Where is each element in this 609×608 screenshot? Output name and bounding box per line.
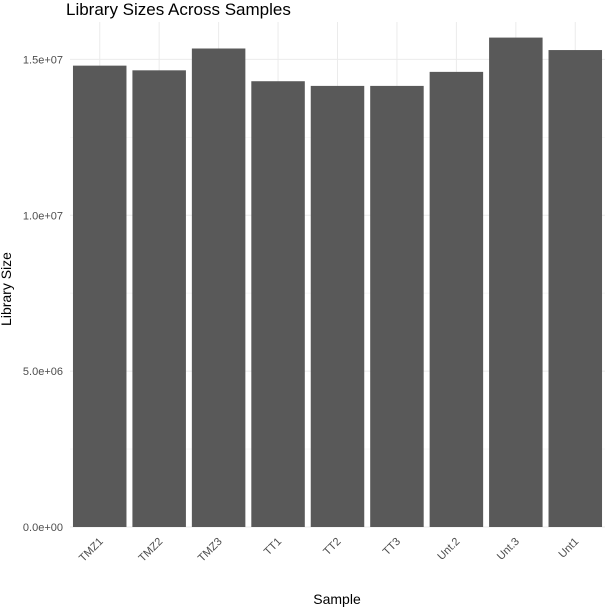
x-tick-label: TT1	[262, 536, 284, 558]
bar-layer	[72, 37, 603, 528]
x-tick-labels: TMZ1 TMZ2 TMZ3 TT1 TT2 TT3 Unt.2 Unt.3 Unt1	[77, 536, 581, 565]
bar-TMZ3	[191, 48, 246, 527]
x-tick-label: Unt.2	[435, 536, 462, 563]
y-tick-label: 0.0e+00	[23, 522, 63, 534]
bar-TT1	[251, 81, 305, 527]
x-axis-title: Sample	[313, 591, 361, 607]
y-axis-title: Library Size	[0, 252, 14, 326]
y-tick-label: 1.0e+07	[23, 210, 63, 222]
x-tick-label: TMZ2	[136, 536, 165, 565]
y-tick-labels: 0.0e+00 5.0e+06 1.0e+07 1.5e+07	[23, 54, 63, 534]
chart-title: Library Sizes Across Samples	[66, 0, 291, 19]
y-tick-label: 5.0e+06	[23, 366, 63, 378]
bar-Unt.2	[429, 71, 484, 528]
x-tick-label: TMZ3	[196, 536, 225, 565]
bar-TMZ2	[132, 70, 186, 527]
bar-Unt1	[548, 50, 603, 528]
x-tick-label: TT2	[321, 536, 343, 558]
bar-TT2	[310, 85, 365, 527]
x-tick-label: Unt.3	[495, 536, 522, 563]
y-tick-label: 1.5e+07	[23, 54, 63, 66]
x-tick-label: Unt1	[556, 536, 581, 561]
x-tick-label: TMZ1	[77, 536, 106, 565]
bar-TT3	[370, 85, 424, 527]
x-tick-label: TT3	[381, 536, 403, 558]
bar-Unt.3	[489, 37, 543, 527]
bar-TMZ1	[72, 65, 127, 528]
